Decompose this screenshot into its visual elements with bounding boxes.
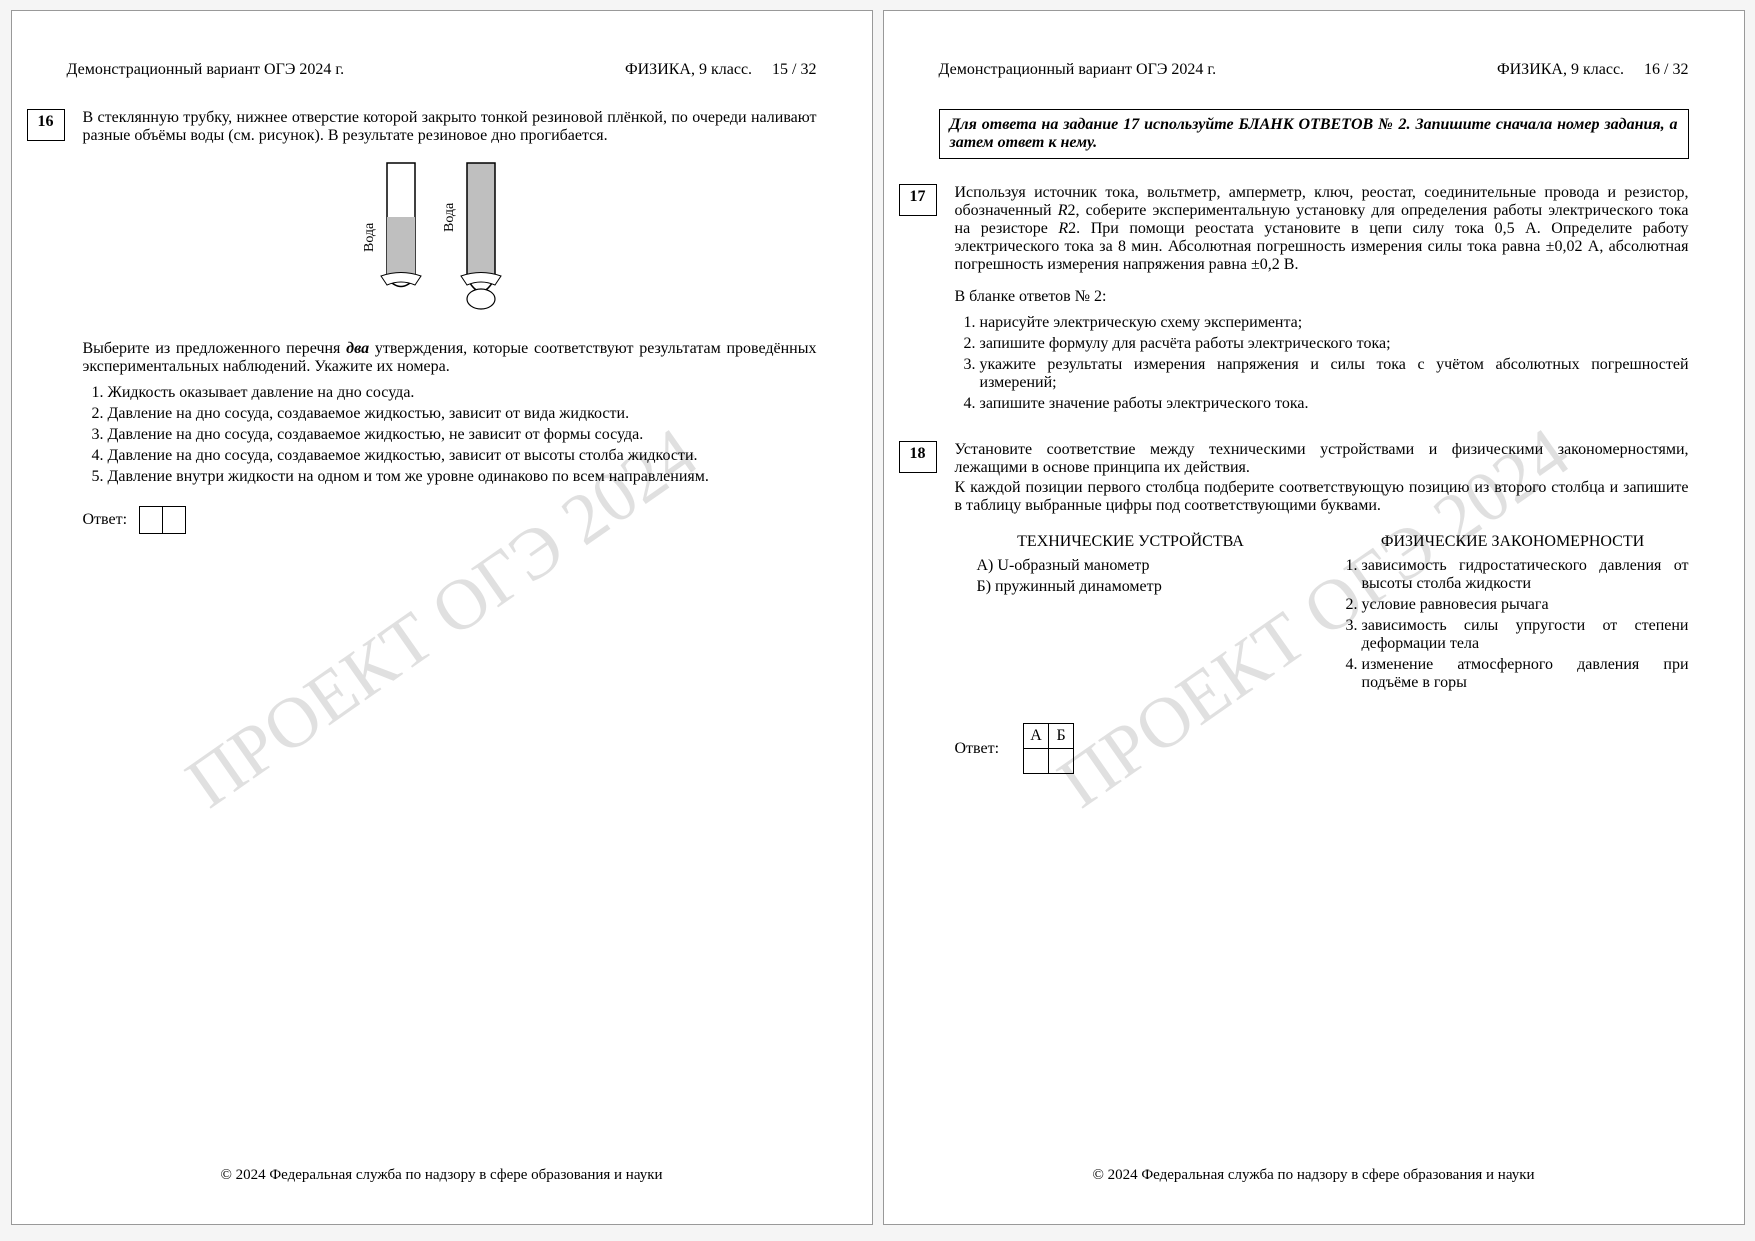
task-16-options: Жидкость оказывает давление на дно сосуд… [83, 384, 817, 486]
answer-label: Ответ: [83, 511, 128, 529]
task-16-answer: Ответ: [83, 506, 817, 534]
task-17-blank-label: В бланке ответов № 2: [955, 288, 1689, 306]
task-number: 18 [899, 441, 937, 473]
law-4: изменение атмосферного давления при подъ… [1362, 656, 1689, 692]
devices-heading: ТЕХНИЧЕСКИЕ УСТРОЙСТВА [955, 533, 1307, 551]
instruction-box: Для ответа на задание 17 используйте БЛА… [939, 109, 1689, 159]
answer-cell-a[interactable] [1024, 749, 1049, 774]
device-a: А) U-образный манометр [977, 557, 1307, 575]
opt-3: Давление на дно сосуда, создаваемое жидк… [108, 426, 817, 444]
col-a: А [1024, 724, 1049, 749]
task-number: 17 [899, 184, 937, 216]
opt-4: Давление на дно сосуда, создаваемое жидк… [108, 447, 817, 465]
page-header: Демонстрационный вариант ОГЭ 2024 г. ФИЗ… [67, 61, 817, 79]
answer-table[interactable]: А Б [1023, 723, 1074, 774]
header-left: Демонстрационный вариант ОГЭ 2024 г. [67, 61, 345, 79]
task-18-columns: ТЕХНИЧЕСКИЕ УСТРОЙСТВА А) U-образный ман… [955, 525, 1689, 695]
task-17: 17 Используя источник тока, вольтметр, а… [939, 184, 1689, 416]
opt-1: Жидкость оказывает давление на дно сосуд… [108, 384, 817, 402]
page-spread: ПРОЕКТ ОГЭ 2024 Демонстрационный вариант… [10, 10, 1745, 1225]
law-3: зависимость силы упругости от степени де… [1362, 617, 1689, 653]
task-16-prompt: Выберите из предложенного перечня два ут… [83, 340, 817, 376]
col-b: Б [1049, 724, 1074, 749]
task-number: 16 [27, 109, 65, 141]
task-16-intro: В стеклянную трубку, нижнее отверстие ко… [83, 109, 817, 145]
header-left: Демонстрационный вариант ОГЭ 2024 г. [939, 61, 1217, 79]
answer-label: Ответ: [955, 740, 1000, 758]
step-1: нарисуйте электрическую схему эксперимен… [980, 314, 1689, 332]
devices-list: А) U-образный манометр Б) пружинный дина… [955, 557, 1307, 596]
law-1: зависимость гидростатического давления о… [1362, 557, 1689, 593]
task-18-p1: Установите соответствие между технически… [955, 441, 1689, 477]
page-16: ПРОЕКТ ОГЭ 2024 Демонстрационный вариант… [883, 10, 1745, 1225]
task-16: 16 В стеклянную трубку, нижнее отверстие… [67, 109, 817, 534]
task-18-p2: К каждой позиции первого столбца подбери… [955, 479, 1689, 515]
device-b: Б) пружинный динамометр [977, 578, 1307, 596]
fig-label-1: Вода [362, 222, 377, 252]
page-header: Демонстрационный вариант ОГЭ 2024 г. ФИЗ… [939, 61, 1689, 79]
fig-label-2: Вода [442, 202, 457, 232]
header-subject: ФИЗИКА, 9 класс. [625, 61, 752, 79]
law-2: условие равновесия рычага [1362, 596, 1689, 614]
opt-5: Давление внутри жидкости на одном и том … [108, 468, 817, 486]
header-subject: ФИЗИКА, 9 класс. [1497, 61, 1624, 79]
step-4: запишите значение работы электрического … [980, 395, 1689, 413]
step-2: запишите формулу для расчёта работы элек… [980, 335, 1689, 353]
laws-list: зависимость гидростатического давления о… [1337, 557, 1689, 692]
step-3: укажите результаты измерения напряжения … [980, 356, 1689, 392]
answer-boxes[interactable] [139, 506, 186, 534]
header-page: 15 / 32 [772, 61, 816, 79]
laws-heading: ФИЗИЧЕСКИЕ ЗАКОНОМЕРНОСТИ [1337, 533, 1689, 551]
opt-2: Давление на дно сосуда, создаваемое жидк… [108, 405, 817, 423]
header-page: 16 / 32 [1644, 61, 1688, 79]
task-18-answer: Ответ: А Б [955, 723, 1689, 774]
task-18: 18 Установите соответствие между техниче… [939, 441, 1689, 774]
task-16-figure: Вода Вода [83, 157, 817, 322]
task-17-steps: нарисуйте электрическую схему эксперимен… [955, 314, 1689, 413]
answer-cell-b[interactable] [1049, 749, 1074, 774]
page-15: ПРОЕКТ ОГЭ 2024 Демонстрационный вариант… [11, 10, 873, 1225]
task-17-text: Используя источник тока, вольтметр, ампе… [955, 184, 1689, 274]
